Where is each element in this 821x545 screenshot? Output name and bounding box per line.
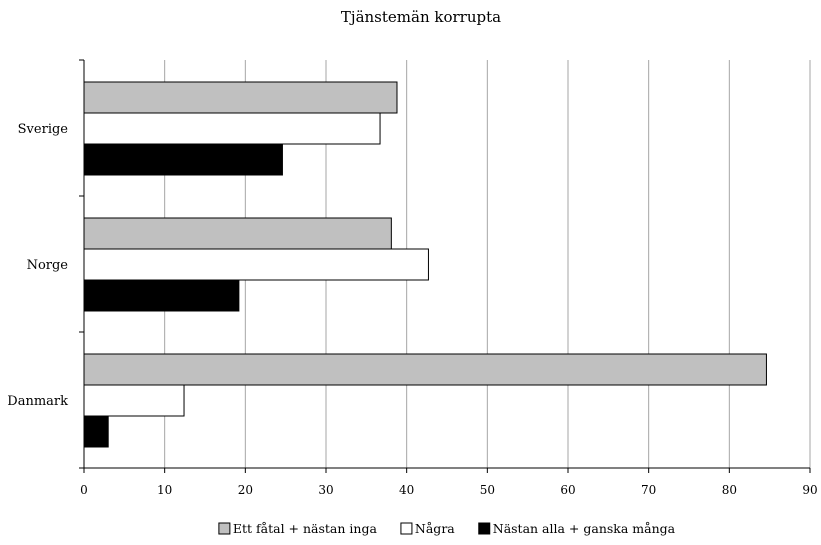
x-tick-label: 0 [80,483,88,497]
bars [83,81,767,448]
bar-danmark-series-1 [83,384,185,417]
axes [79,59,811,473]
bar-sverige-series-2 [83,143,283,176]
x-tick-label: 20 [238,483,253,497]
legend-label: Några [415,521,455,536]
bar-norge-series-1 [83,248,429,281]
legend-item: Några [400,521,455,536]
x-tick-label: 60 [560,483,575,497]
bar-sverige-series-1 [83,112,381,145]
legend-swatch [400,522,413,535]
x-tick-label: 10 [157,483,172,497]
legend-label: Ett fåtal + nästan inga [233,521,378,536]
legend-item: Ett fåtal + nästan inga [218,521,378,536]
legend: Ett fåtal + nästan inga Några Nästan alla … [218,521,676,536]
legend-label: Nästan alla + ganska många [493,521,676,536]
legend-swatch [478,522,491,535]
chart-title: Tjänstemän korrupta [341,8,501,26]
x-tick-label: 80 [722,483,737,497]
bar-norge-series-2 [83,279,240,312]
legend-swatch [218,522,231,535]
bar-danmark-series-0 [83,353,767,386]
category-label: Sverige [18,122,69,137]
x-tick-label: 90 [802,483,817,497]
x-tick-label: 50 [480,483,495,497]
bar-norge-series-0 [83,217,392,250]
x-tick-label: 40 [399,483,414,497]
x-tick-label: 70 [641,483,656,497]
x-tick-labels: 0 10 20 30 40 50 60 70 80 90 [80,483,817,497]
bar-danmark-series-2 [83,415,109,448]
category-labels: Sverige Norge Danmark [7,122,68,409]
x-tick-label: 30 [318,483,333,497]
bar-sverige-series-0 [83,81,398,114]
legend-item: Nästan alla + ganska många [478,521,676,536]
category-label: Danmark [7,394,68,409]
category-label: Norge [27,258,69,273]
